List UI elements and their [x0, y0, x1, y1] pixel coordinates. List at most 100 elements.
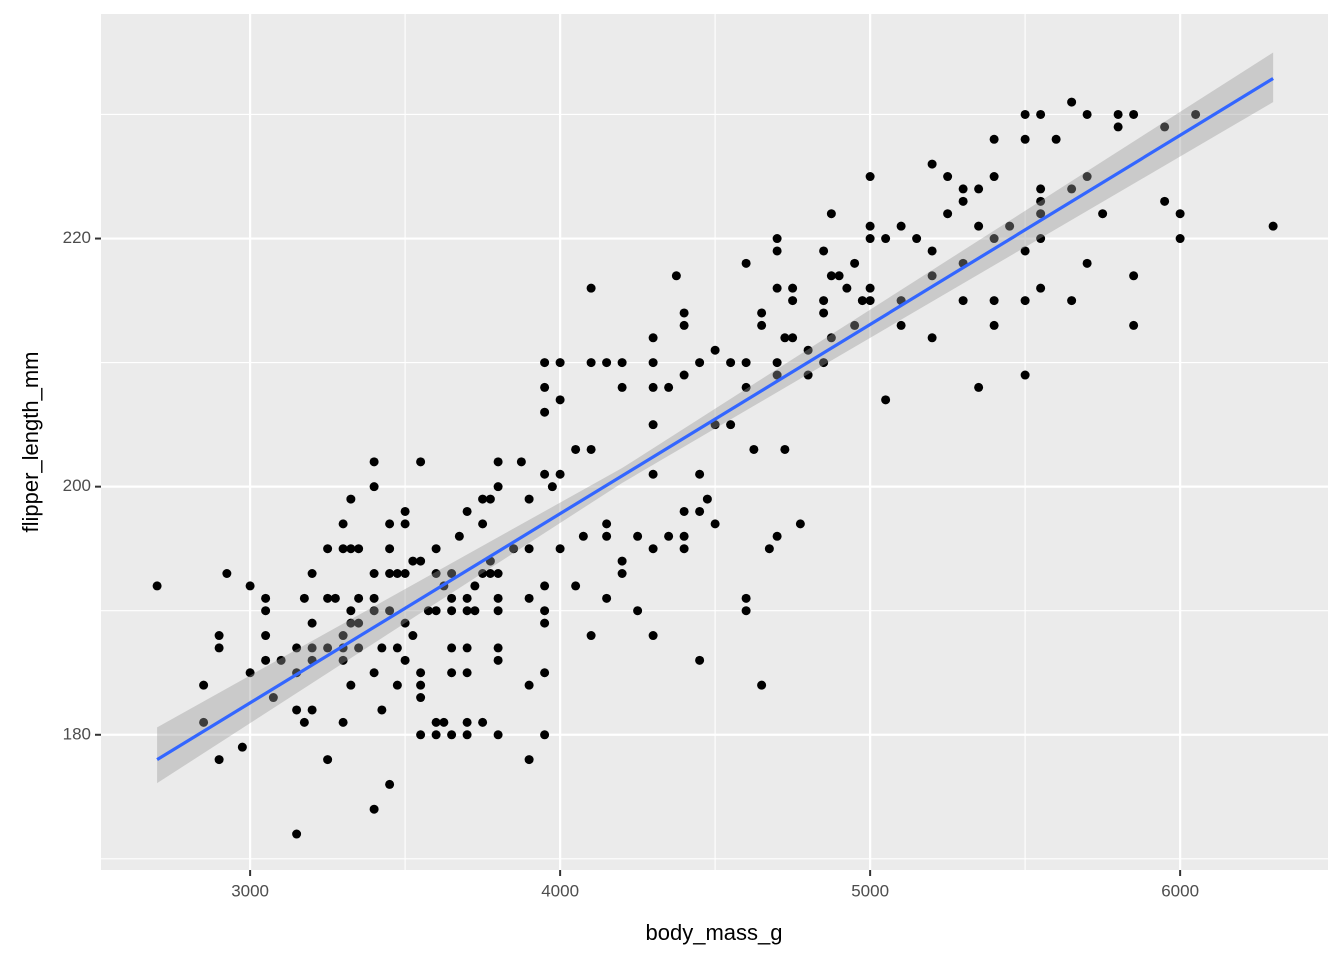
- point: [462, 717, 472, 727]
- point: [702, 494, 712, 504]
- point: [493, 655, 503, 665]
- point: [679, 544, 689, 554]
- y-tick-label: 200: [63, 476, 91, 495]
- point: [927, 246, 937, 256]
- point: [439, 717, 449, 727]
- point: [416, 693, 426, 703]
- point: [842, 283, 852, 293]
- point: [803, 345, 813, 355]
- point: [369, 668, 379, 678]
- point: [648, 358, 658, 368]
- point: [772, 234, 782, 244]
- point: [989, 296, 999, 306]
- point: [826, 209, 836, 219]
- point: [338, 655, 348, 665]
- point: [741, 258, 751, 268]
- point: [354, 593, 364, 603]
- point: [741, 358, 751, 368]
- y-tick-label: 220: [63, 228, 91, 247]
- point: [292, 705, 302, 715]
- point: [633, 606, 643, 616]
- point: [307, 618, 317, 628]
- point: [857, 296, 867, 306]
- point: [850, 258, 860, 268]
- point: [648, 382, 658, 392]
- point: [245, 668, 255, 678]
- point: [299, 593, 309, 603]
- point: [1113, 122, 1123, 132]
- point: [679, 308, 689, 318]
- point: [695, 358, 705, 368]
- point: [1020, 134, 1030, 144]
- point: [578, 531, 588, 541]
- point: [1020, 296, 1030, 306]
- point: [478, 494, 488, 504]
- point: [1020, 109, 1030, 119]
- point: [695, 506, 705, 516]
- point: [757, 320, 767, 330]
- point: [214, 643, 224, 653]
- point: [710, 345, 720, 355]
- point: [772, 283, 782, 293]
- point: [369, 606, 379, 616]
- point: [338, 631, 348, 641]
- point: [974, 382, 984, 392]
- point: [834, 271, 844, 281]
- point: [671, 271, 681, 281]
- point: [1082, 109, 1092, 119]
- point: [454, 531, 464, 541]
- point: [741, 382, 751, 392]
- point: [617, 569, 627, 579]
- point: [1175, 234, 1185, 244]
- point: [710, 420, 720, 430]
- point: [478, 519, 488, 529]
- point: [299, 717, 309, 727]
- point: [540, 581, 550, 591]
- point: [400, 655, 410, 665]
- point: [524, 593, 534, 603]
- point: [974, 221, 984, 231]
- point: [1129, 320, 1139, 330]
- point: [881, 234, 891, 244]
- point: [447, 606, 457, 616]
- point: [1067, 296, 1077, 306]
- point: [447, 643, 457, 653]
- point: [377, 705, 387, 715]
- point: [726, 420, 736, 430]
- point: [416, 730, 426, 740]
- point: [780, 333, 790, 343]
- point: [958, 296, 968, 306]
- point: [338, 519, 348, 529]
- point: [540, 382, 550, 392]
- point: [493, 482, 503, 492]
- point: [385, 779, 395, 789]
- point: [478, 717, 488, 727]
- point: [400, 618, 410, 628]
- point: [540, 668, 550, 678]
- point: [392, 680, 402, 690]
- x-tick-label: 5000: [851, 881, 889, 900]
- point: [524, 755, 534, 765]
- point: [1051, 134, 1061, 144]
- point: [261, 655, 271, 665]
- point: [222, 569, 232, 579]
- point: [385, 544, 395, 554]
- point: [245, 581, 255, 591]
- point: [400, 506, 410, 516]
- point: [431, 606, 441, 616]
- point: [896, 320, 906, 330]
- point: [385, 569, 395, 579]
- point: [307, 643, 317, 653]
- point: [540, 407, 550, 417]
- x-tick-label: 6000: [1161, 881, 1199, 900]
- point: [431, 730, 441, 740]
- point: [648, 631, 658, 641]
- point: [214, 631, 224, 641]
- point: [1005, 221, 1015, 231]
- point: [602, 531, 612, 541]
- point: [447, 569, 457, 579]
- point: [772, 358, 782, 368]
- point: [989, 172, 999, 182]
- point: [493, 593, 503, 603]
